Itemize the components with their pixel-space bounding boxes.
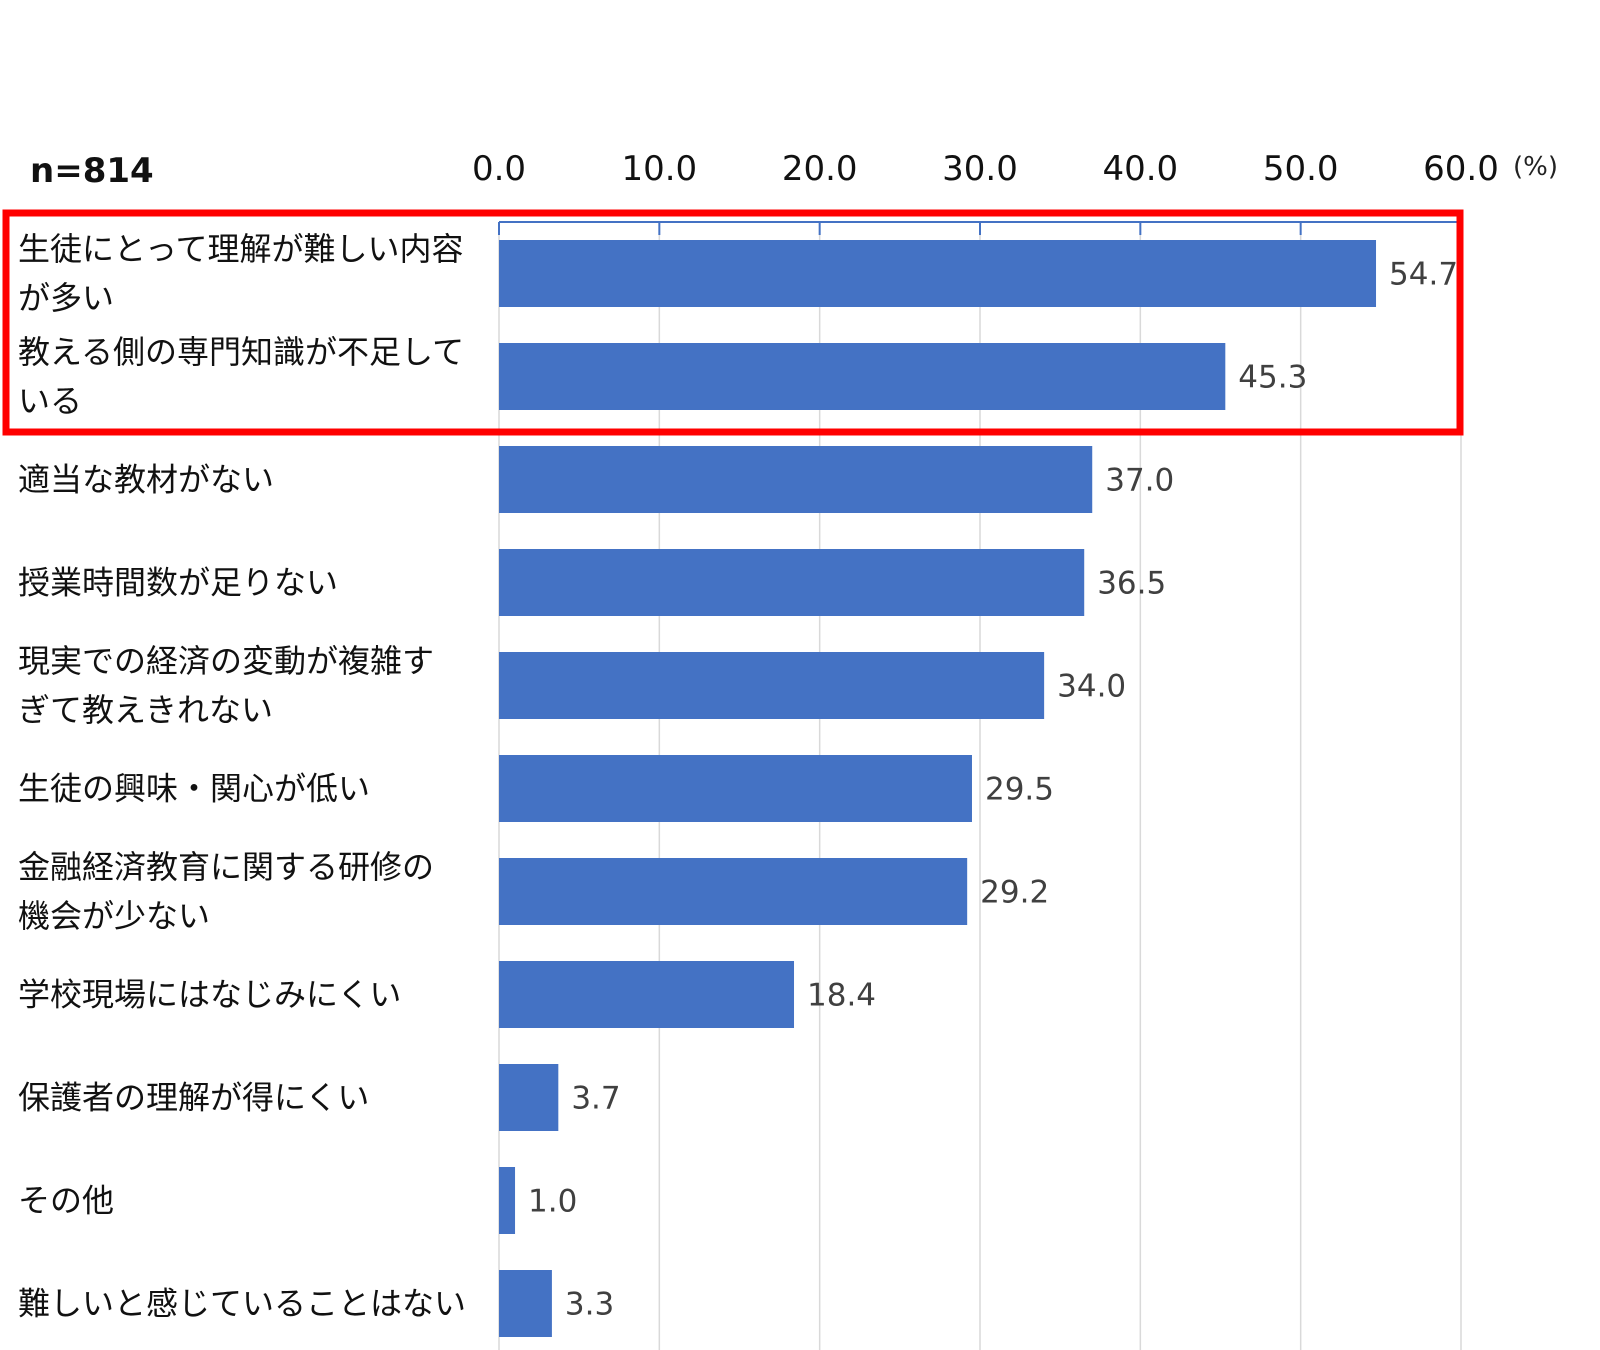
category-label-line: 難しいと感じていることはない [18,1285,466,1323]
bar [499,858,968,925]
bar [499,652,1045,719]
x-tick-label: 20.0 [782,149,858,189]
category-label: その他 [18,1182,114,1220]
value-label: 1.0 [528,1184,577,1220]
value-label: 29.2 [980,875,1049,911]
category-label-line: 機会が少ない [18,897,210,935]
value-label: 36.5 [1097,566,1166,602]
value-label: 3.3 [565,1287,614,1323]
category-label-line: が多い [18,279,114,317]
bar [499,343,1226,410]
category-label-line: 生徒にとって理解が難しい内容 [18,230,463,268]
value-label: 18.4 [807,978,876,1014]
value-labels: 54.7 45.3 37.0 36.5 34.0 29.5 29.2 18.4 3.7 1.0 3.… [528,257,1458,1323]
category-label: 学校現場にはなじみにくい [18,976,401,1014]
bar [499,1064,559,1131]
bar [499,446,1093,513]
category-label: 生徒の興味・関心が低い [18,770,370,808]
category-label-line: 適当な教材がない [18,461,274,499]
category-label-line: 学校現場にはなじみにくい [18,976,401,1014]
bars [499,240,1377,1337]
bar [499,961,795,1028]
unit-label: (%) [1513,152,1558,182]
category-label-line: その他 [18,1182,114,1220]
category-label: 現実での経済の変動が複雑すぎて教えきれない [18,642,434,729]
category-label-line: 授業時間数が足りない [18,564,338,602]
value-label: 45.3 [1238,360,1307,396]
category-label-line: 教える側の専門知識が不足して [18,333,464,371]
highlight-box [2,209,1464,436]
value-label: 37.0 [1105,463,1174,499]
x-tick-label: 50.0 [1263,149,1339,189]
bar [499,240,1377,307]
category-label-line: 金融経済教育に関する研修の [18,848,434,886]
x-tick-label: 0.0 [472,149,526,189]
bar [499,755,972,822]
sample-size-label: n=814 [30,151,154,191]
category-label-line: 生徒の興味・関心が低い [18,770,370,808]
category-label-line: 現実での経済の変動が複雑す [18,642,434,680]
value-label: 29.5 [985,772,1054,808]
bar [499,549,1085,616]
x-tick-label: 60.0 [1423,149,1499,189]
bar [499,1270,552,1337]
x-tick-label: 40.0 [1102,149,1178,189]
category-label: 授業時間数が足りない [18,564,338,602]
category-label: 金融経済教育に関する研修の機会が少ない [18,848,434,935]
category-label: 生徒にとって理解が難しい内容が多い [18,230,463,317]
bar [499,1167,516,1234]
category-label: 保護者の理解が得にくい [18,1079,369,1117]
value-label: 3.7 [571,1081,620,1117]
x-tick-label: 30.0 [942,149,1018,189]
value-label: 54.7 [1389,257,1458,293]
x-axis [498,221,1462,235]
category-label: 教える側の専門知識が不足している [18,333,464,420]
category-label: 難しいと感じていることはない [18,1285,466,1323]
category-labels: 生徒にとって理解が難しい内容が多い教える側の専門知識が不足している適当な教材がな… [18,230,466,1323]
category-label-line: ぎて教えきれない [18,691,273,729]
x-axis-tick-labels: 0.0 10.0 20.0 30.0 40.0 50.0 60.0 [472,149,1499,189]
category-label-line: 保護者の理解が得にくい [18,1079,369,1117]
category-label-line: いる [18,382,82,420]
value-label: 34.0 [1057,669,1126,705]
category-label: 適当な教材がない [18,461,274,499]
x-tick-label: 10.0 [621,149,697,189]
